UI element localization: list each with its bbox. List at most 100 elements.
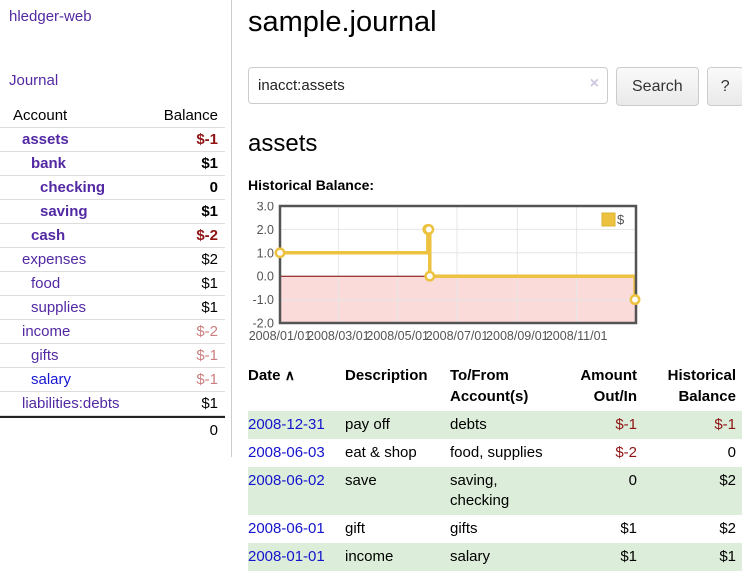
svg-text:1.0: 1.0 <box>257 246 274 260</box>
account-link[interactable]: bank <box>31 155 67 172</box>
account-row: gifts $-1 <box>0 344 225 368</box>
account-link[interactable]: gifts <box>31 347 59 364</box>
transaction-description: save <box>345 467 450 515</box>
account-row: assets $-1 <box>0 128 225 152</box>
svg-text:2008/05/01: 2008/05/01 <box>366 329 429 343</box>
transaction-date-link[interactable]: 2008-01-01 <box>248 548 325 565</box>
clear-search-icon[interactable]: × <box>589 75 599 92</box>
register-row: 2008-12-31 pay off debts $-1 $-1 <box>248 411 742 439</box>
transaction-amount: 0 <box>560 467 643 515</box>
search-button[interactable]: Search <box>616 67 699 106</box>
account-rows: assets $-1 bank $1 checking 0 saving $1 cash $-2 e… <box>0 128 225 416</box>
account-balance: $1 <box>201 299 218 316</box>
register-header-row: Date ∧ Description To/From Account(s) Amo… <box>248 363 742 411</box>
transaction-description: pay off <box>345 411 450 439</box>
balance-column-header: Balance <box>163 107 218 124</box>
transaction-description: income <box>345 543 450 571</box>
svg-text:0.0: 0.0 <box>257 270 274 284</box>
transaction-accounts: debts <box>450 411 560 439</box>
transaction-balance: $2 <box>643 467 742 515</box>
account-row: cash $-2 <box>0 224 225 248</box>
accounts-total-row: 0 <box>0 416 225 443</box>
account-row: expenses $2 <box>0 248 225 272</box>
svg-text:2008/03/01: 2008/03/01 <box>307 329 370 343</box>
account-heading: assets <box>248 130 318 157</box>
svg-text:2008/01/01: 2008/01/01 <box>249 329 312 343</box>
account-row: salary $-1 <box>0 368 225 392</box>
chart-title: Historical Balance: <box>248 177 375 193</box>
account-link[interactable]: income <box>22 323 71 340</box>
legend-label: $ <box>617 212 625 227</box>
transaction-accounts: salary <box>450 543 560 571</box>
account-column-header: Account <box>13 107 68 124</box>
app-title-link[interactable]: hledger-web <box>9 8 92 25</box>
account-balance: $-1 <box>196 371 218 388</box>
account-link[interactable]: checking <box>40 179 106 196</box>
account-balance: $1 <box>201 275 218 292</box>
account-link[interactable]: expenses <box>22 251 87 268</box>
account-row: liabilities:debts $1 <box>0 392 225 416</box>
account-row: checking 0 <box>0 176 225 200</box>
search-input[interactable] <box>248 67 608 104</box>
svg-text:2.0: 2.0 <box>257 223 274 237</box>
register-row: 2008-06-02 save saving, checking 0 $2 <box>248 467 742 515</box>
transaction-balance: $2 <box>719 520 736 537</box>
account-row: supplies $1 <box>0 296 225 320</box>
account-balance: $-1 <box>196 131 218 148</box>
accounts-total-value: 0 <box>209 422 218 439</box>
account-link[interactable]: supplies <box>31 299 87 316</box>
description-column-header: Description <box>345 367 428 384</box>
date-column-header[interactable]: Date ∧ <box>248 367 295 384</box>
search-form: × Search ? <box>248 67 742 106</box>
transaction-date-link[interactable]: 2008-06-03 <box>248 444 325 461</box>
svg-text:-1.0: -1.0 <box>252 293 274 307</box>
account-row: income $-2 <box>0 320 225 344</box>
transaction-date-link[interactable]: 2008-06-02 <box>248 472 325 489</box>
transaction-date-link[interactable]: 2008-12-31 <box>248 416 325 433</box>
page-title: sample.journal <box>248 6 437 38</box>
account-link[interactable]: food <box>31 275 61 292</box>
transaction-balance: $1 <box>643 543 742 571</box>
account-row: saving $1 <box>0 200 225 224</box>
transaction-description: eat & shop <box>345 444 417 461</box>
register-row: 2008-01-01 income salary $1 $1 <box>248 543 742 571</box>
svg-text:2008/09/01: 2008/09/01 <box>486 329 549 343</box>
transaction-balance: $-1 <box>643 411 742 439</box>
register-row: 2008-06-03 eat & shop food, supplies $-2 0 <box>248 439 742 467</box>
transaction-amount: $-2 <box>615 444 637 461</box>
account-link[interactable]: assets <box>22 131 69 148</box>
account-balance: $1 <box>201 395 218 412</box>
transaction-date-link[interactable]: 2008-06-01 <box>248 520 325 537</box>
register-row: 2008-06-01 gift gifts $1 $2 <box>248 515 742 543</box>
account-balance: $1 <box>201 155 218 172</box>
transaction-accounts: saving, checking <box>450 467 560 515</box>
account-row: food $1 <box>0 272 225 296</box>
svg-text:2008/11/01: 2008/11/01 <box>546 329 608 343</box>
account-row: bank $1 <box>0 152 225 176</box>
accounts-column-header: To/From Account(s) <box>450 367 529 405</box>
help-button[interactable]: ? <box>706 67 742 106</box>
account-link[interactable]: saving <box>40 203 88 220</box>
svg-text:-2.0: -2.0 <box>252 317 274 331</box>
account-link[interactable]: liabilities:debts <box>22 395 120 412</box>
legend-swatch <box>601 212 616 227</box>
svg-text:2008/07/01: 2008/07/01 <box>426 329 489 343</box>
account-balance: 0 <box>209 179 218 196</box>
account-balance: $2 <box>201 251 218 268</box>
accounts-table-header: Account Balance <box>0 104 225 128</box>
account-link[interactable]: salary <box>31 371 72 388</box>
transaction-balance: 0 <box>727 444 736 461</box>
historical-balance-chart: $3.0 2.0 1.0 0.0 -1.0 -2.02008/01/012008/03/0… <box>249 200 641 343</box>
transaction-amount: $1 <box>620 520 637 537</box>
sidebar-item-journal[interactable]: Journal <box>9 72 59 89</box>
account-balance: $-2 <box>196 227 218 244</box>
main-content: sample.journal × Search ? assets Histori… <box>232 0 742 571</box>
transaction-accounts: food, supplies <box>450 444 543 461</box>
account-balance: $-1 <box>196 347 218 364</box>
account-link[interactable]: cash <box>31 227 66 244</box>
sidebar: hledger-web Journal Account Balance asse… <box>0 0 232 457</box>
balance-column-header: Historical Balance <box>667 367 736 405</box>
amount-column-header: Amount Out/In <box>580 367 637 405</box>
account-balance: $1 <box>201 203 218 220</box>
